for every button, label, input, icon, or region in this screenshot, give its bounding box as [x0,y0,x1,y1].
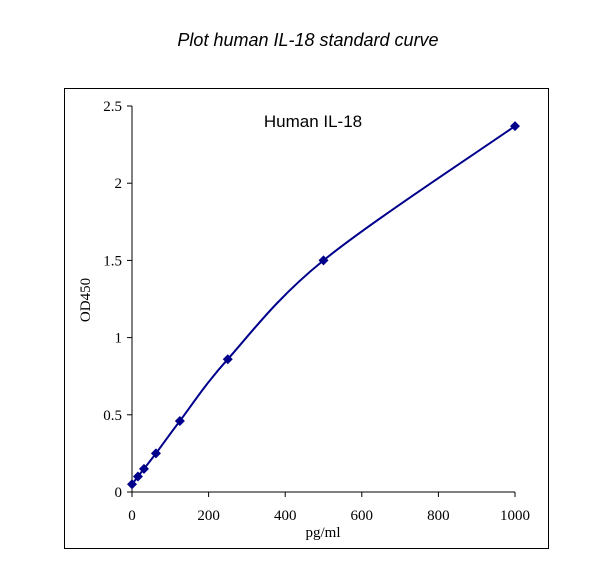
data-point [318,255,329,266]
data-point [510,121,520,132]
x-tick-label: 400 [274,508,297,524]
chart-title: Plot human IL-18 standard curve [177,30,438,50]
x-tick-label: 800 [427,508,450,524]
data-point [174,415,185,426]
y-tick-label: 2.5 [103,99,122,115]
data-point [138,463,149,474]
x-axis-label: pg/ml [305,525,340,541]
data-point [150,448,161,459]
y-tick-label: 1 [115,331,123,347]
y-axis-label: OD450 [78,278,94,322]
y-tick-label: 0.5 [103,408,122,424]
series-line [131,125,516,485]
x-tick-label: 1000 [500,508,530,524]
x-tick-label: 0 [128,508,136,524]
x-tick-label: 200 [197,508,220,524]
y-tick-label: 1.5 [103,253,122,269]
data-point [222,354,233,365]
chart-frame [64,88,549,549]
y-tick-label: 2 [115,176,123,192]
annotation: Human IL-18 [264,112,362,131]
x-tick-label: 600 [351,508,374,524]
data-point [132,471,143,482]
y-tick-label: 0 [115,485,123,501]
data-point [127,479,137,490]
